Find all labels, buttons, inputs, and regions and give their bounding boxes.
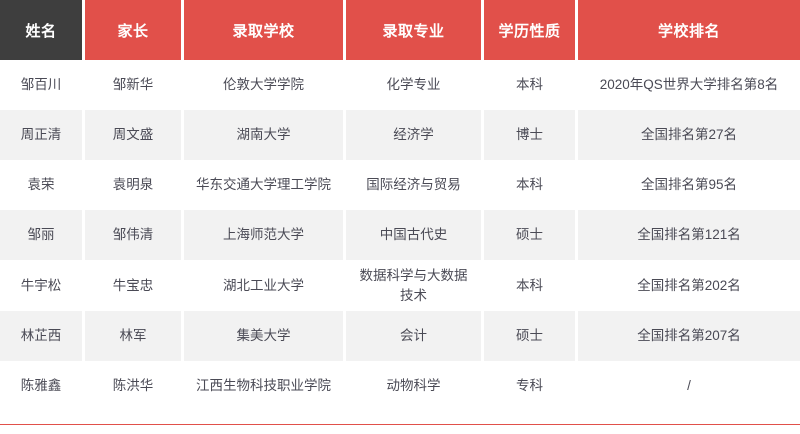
cell-rank: 全国排名第121名 (578, 210, 800, 260)
table-row: 陈雅鑫 陈洪华 江西生物科技职业学院 动物科学 专科 / (0, 361, 800, 412)
column-header-school: 录取学校 (184, 0, 346, 60)
cell-name: 周正清 (0, 110, 85, 160)
column-header-major: 录取专业 (346, 0, 484, 60)
cell-major: 经济学 (346, 110, 484, 160)
cell-degree: 硕士 (484, 311, 578, 362)
cell-parent: 邹新华 (85, 60, 184, 110)
table-body: 邹百川 邹新华 伦敦大学学院 化学专业 本科 2020年QS世界大学排名第8名 … (0, 60, 800, 412)
cell-parent: 邹伟清 (85, 210, 184, 260)
column-header-rank: 学校排名 (578, 0, 800, 60)
cell-school: 江西生物科技职业学院 (184, 361, 346, 412)
cell-school: 集美大学 (184, 311, 346, 362)
cell-major: 动物科学 (346, 361, 484, 412)
cell-rank: 全国排名第95名 (578, 160, 800, 210)
cell-parent: 周文盛 (85, 110, 184, 160)
table-header: 姓名 家长 录取学校 录取专业 学历性质 学校排名 (0, 0, 800, 60)
cell-school: 湖北工业大学 (184, 260, 346, 312)
cell-degree: 本科 (484, 160, 578, 210)
cell-parent: 袁明泉 (85, 160, 184, 210)
cell-name: 邹百川 (0, 60, 85, 110)
table-row: 林芷西 林军 集美大学 会计 硕士 全国排名第207名 (0, 311, 800, 362)
cell-rank: 2020年QS世界大学排名第8名 (578, 60, 800, 110)
cell-parent: 牛宝忠 (85, 260, 184, 312)
cell-major: 数据科学与大数据技术 (346, 260, 484, 312)
table-row: 邹百川 邹新华 伦敦大学学院 化学专业 本科 2020年QS世界大学排名第8名 (0, 60, 800, 110)
cell-rank: 全国排名第27名 (578, 110, 800, 160)
cell-major: 国际经济与贸易 (346, 160, 484, 210)
cell-rank: / (578, 361, 800, 412)
table-header-row: 姓名 家长 录取学校 录取专业 学历性质 学校排名 (0, 0, 800, 60)
table-row: 周正清 周文盛 湖南大学 经济学 博士 全国排名第27名 (0, 110, 800, 160)
cell-degree: 硕士 (484, 210, 578, 260)
cell-name: 邹丽 (0, 210, 85, 260)
cell-name: 牛宇松 (0, 260, 85, 312)
cell-degree: 本科 (484, 260, 578, 312)
table-row: 袁荣 袁明泉 华东交通大学理工学院 国际经济与贸易 本科 全国排名第95名 (0, 160, 800, 210)
cell-name: 林芷西 (0, 311, 85, 362)
column-header-parent: 家长 (85, 0, 184, 60)
column-header-name: 姓名 (0, 0, 85, 60)
cell-school: 华东交通大学理工学院 (184, 160, 346, 210)
cell-school: 上海师范大学 (184, 210, 346, 260)
cell-major: 会计 (346, 311, 484, 362)
cell-name: 袁荣 (0, 160, 85, 210)
admissions-table: 姓名 家长 录取学校 录取专业 学历性质 学校排名 邹百川 邹新华 伦敦大学学院… (0, 0, 800, 412)
table-row: 牛宇松 牛宝忠 湖北工业大学 数据科学与大数据技术 本科 全国排名第202名 (0, 260, 800, 312)
column-header-degree: 学历性质 (484, 0, 578, 60)
cell-degree: 博士 (484, 110, 578, 160)
cell-parent: 陈洪华 (85, 361, 184, 412)
cell-major: 中国古代史 (346, 210, 484, 260)
cell-school: 伦敦大学学院 (184, 60, 346, 110)
table-row: 邹丽 邹伟清 上海师范大学 中国古代史 硕士 全国排名第121名 (0, 210, 800, 260)
cell-rank: 全国排名第207名 (578, 311, 800, 362)
cell-major: 化学专业 (346, 60, 484, 110)
cell-parent: 林军 (85, 311, 184, 362)
bottom-accent-rule (0, 424, 800, 426)
cell-degree: 本科 (484, 60, 578, 110)
cell-rank: 全国排名第202名 (578, 260, 800, 312)
cell-degree: 专科 (484, 361, 578, 412)
cell-name: 陈雅鑫 (0, 361, 85, 412)
cell-school: 湖南大学 (184, 110, 346, 160)
